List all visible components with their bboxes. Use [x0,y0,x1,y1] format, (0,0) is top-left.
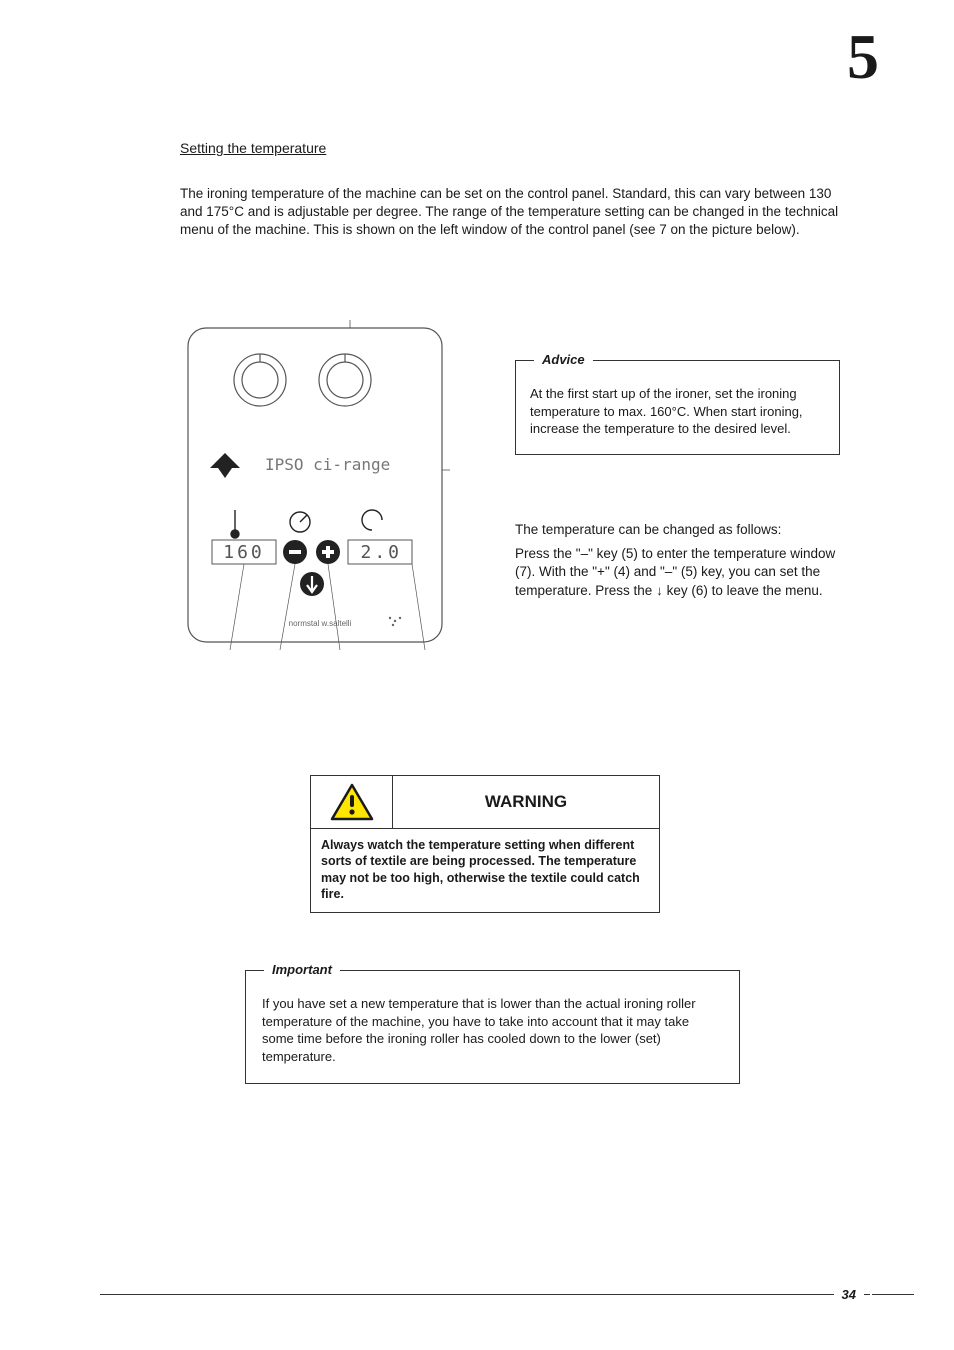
warning-box: WARNING Always watch the temperature set… [310,775,660,913]
brand-row: IPSO ci-range [210,453,390,478]
footer-rule [100,1294,870,1295]
brand-label: IPSO ci-range [265,455,390,474]
footer-rule-tail [872,1294,914,1295]
temp-change-body: Press the "–" key (5) to enter the tempe… [515,545,850,600]
chapter-number: 5 [847,20,879,94]
warning-body: Always watch the temperature setting whe… [311,829,659,912]
advice-legend: Advice [534,352,593,367]
temp-change-intro: The temperature can be changed as follow… [515,521,850,539]
speed-display: 2.0 [360,542,402,563]
advice-box: Advice At the first start up of the iron… [515,360,840,455]
temp-change-block: The temperature can be changed as follow… [515,521,850,606]
intro-paragraph: The ironing temperature of the machine c… [180,185,850,240]
advice-text: At the first start up of the ironer, set… [530,385,825,438]
section-title: Setting the temperature [180,140,326,156]
important-box: Important If you have set a new temperat… [245,970,740,1084]
page-number: 34 [834,1287,864,1302]
warning-triangle-icon [329,782,375,822]
important-legend: Important [264,962,340,977]
control-panel-figure: IPSO ci-range 160 2.0 [180,320,450,650]
important-text: If you have set a new temperature that i… [262,995,723,1065]
warning-title: WARNING [393,776,659,828]
warning-header: WARNING [311,776,659,829]
panel-sub-label: normstal w.saltelli [289,619,352,628]
temp-display: 160 [223,542,265,563]
manual-page: 5 Setting the temperature The ironing te… [0,0,954,1350]
control-panel-svg: IPSO ci-range 160 2.0 [180,320,450,650]
warning-icon-cell [311,776,393,828]
